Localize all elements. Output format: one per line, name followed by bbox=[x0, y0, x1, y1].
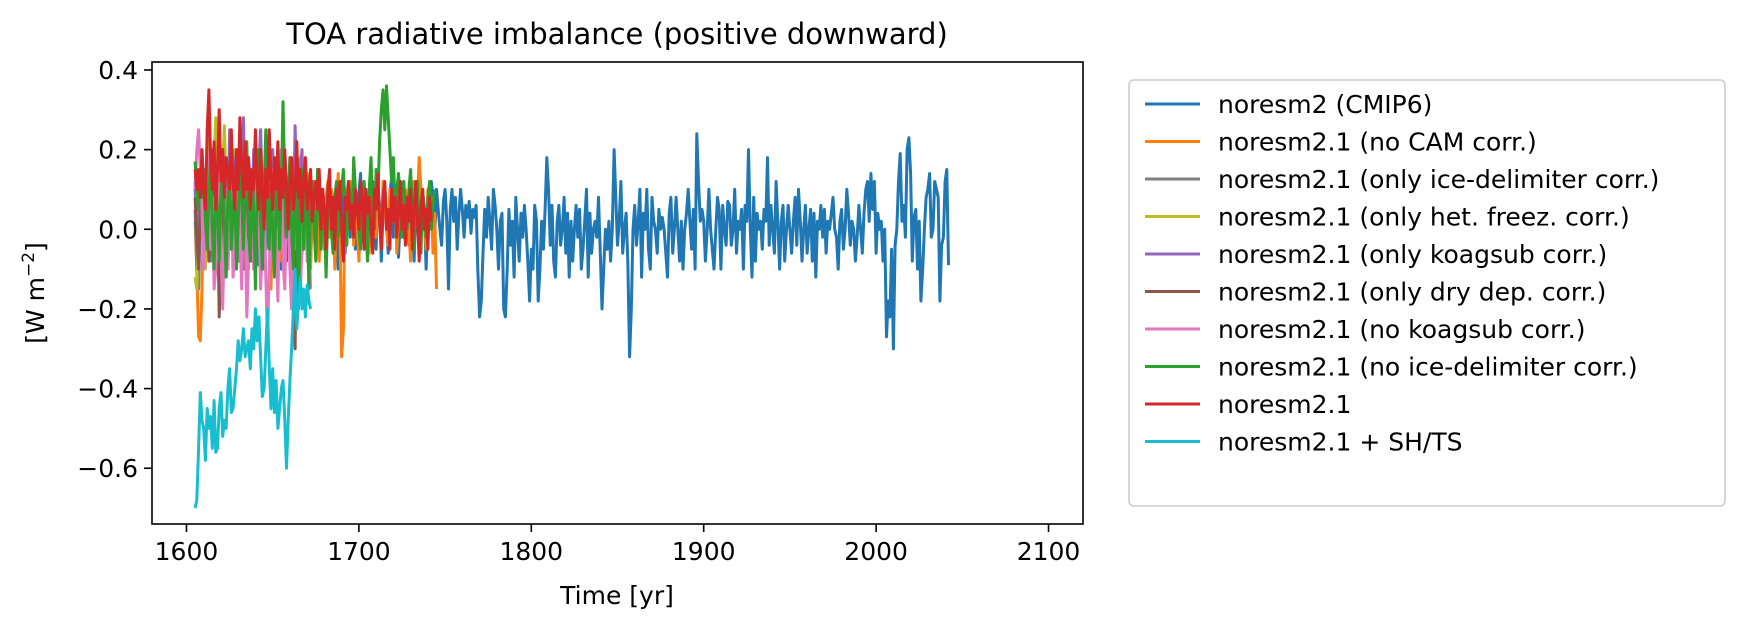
legend-label-9: noresm2.1 + SH/TS bbox=[1218, 428, 1462, 457]
y-tick-label: −0.6 bbox=[77, 454, 138, 483]
legend-label-0: noresm2 (CMIP6) bbox=[1218, 90, 1432, 119]
legend-label-3: noresm2.1 (only het. freez. corr.) bbox=[1218, 203, 1630, 232]
legend-frame bbox=[1128, 79, 1726, 507]
chart-title: TOA radiative imbalance (positive downwa… bbox=[285, 17, 948, 51]
x-tick-label: 1700 bbox=[327, 537, 391, 566]
legend-label-8: noresm2.1 bbox=[1218, 390, 1351, 419]
y-tick-label: 0.4 bbox=[98, 56, 138, 85]
y-axis-label: [W m−2] bbox=[19, 242, 50, 344]
y-tick-label: −0.2 bbox=[77, 295, 138, 324]
y-tick-label: 0.0 bbox=[98, 215, 138, 244]
legend-label-4: noresm2.1 (only koagsub corr.) bbox=[1218, 240, 1607, 269]
legend-label-6: noresm2.1 (no koagsub corr.) bbox=[1218, 315, 1586, 344]
x-axis-label: Time [yr] bbox=[559, 581, 674, 610]
y-axis-ticks: 0.4 0.2 0.0 −0.2 −0.4 −0.6 bbox=[77, 56, 152, 483]
legend-label-2: noresm2.1 (only ice-delimiter corr.) bbox=[1218, 165, 1659, 194]
series-lines bbox=[193, 84, 950, 509]
y-axis-label-superscript: −2 bbox=[19, 252, 39, 277]
legend-label-5: noresm2.1 (only dry dep. corr.) bbox=[1218, 278, 1606, 307]
x-tick-label: 1600 bbox=[155, 537, 219, 566]
series-line-8 bbox=[193, 88, 433, 263]
legend-label-1: noresm2.1 (no CAM corr.) bbox=[1218, 128, 1537, 157]
series-line-9 bbox=[193, 267, 313, 509]
legend-items: noresm2 (CMIP6) noresm2.1 (no CAM corr.) n… bbox=[1145, 90, 1659, 457]
x-tick-label: 1900 bbox=[672, 537, 736, 566]
y-axis-label-main: [W m bbox=[21, 277, 50, 344]
x-tick-label: 1800 bbox=[499, 537, 563, 566]
plot-area-frame bbox=[151, 61, 1084, 525]
x-tick-label: 2100 bbox=[1017, 537, 1081, 566]
y-axis-label-close: ] bbox=[21, 242, 50, 252]
legend-label-7: noresm2.1 (no ice-delimiter corr.) bbox=[1218, 353, 1638, 382]
x-axis-ticks: 1600 1700 1800 1900 2000 2100 bbox=[155, 524, 1081, 566]
legend: noresm2 (CMIP6) noresm2.1 (no CAM corr.) n… bbox=[1128, 79, 1726, 507]
y-tick-label: −0.4 bbox=[77, 375, 138, 404]
x-tick-label: 2000 bbox=[844, 537, 908, 566]
y-tick-label: 0.2 bbox=[98, 136, 138, 165]
